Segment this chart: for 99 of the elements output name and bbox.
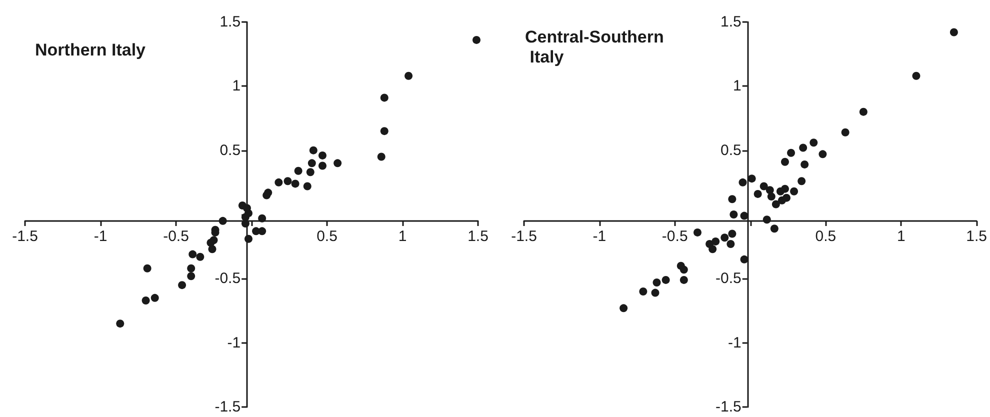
point xyxy=(720,234,729,242)
x-tick-label: 1.5 xyxy=(468,228,488,245)
point xyxy=(762,216,771,224)
y-tick-label: -1 xyxy=(227,334,241,352)
point xyxy=(662,276,670,284)
point xyxy=(912,72,920,80)
point xyxy=(652,278,661,287)
point xyxy=(950,28,958,36)
point xyxy=(262,191,271,200)
point xyxy=(651,288,660,297)
point xyxy=(770,224,778,233)
point xyxy=(728,195,736,204)
point xyxy=(274,178,283,186)
point xyxy=(150,294,159,302)
point xyxy=(116,320,124,328)
x-tick-label: -1 xyxy=(592,228,606,245)
point xyxy=(208,245,216,254)
point xyxy=(291,180,300,188)
point xyxy=(680,266,688,274)
text: Northern Italy xyxy=(35,40,146,60)
point xyxy=(318,151,326,160)
point xyxy=(730,210,738,218)
point xyxy=(188,250,197,258)
point xyxy=(303,182,312,190)
x-tick-label: -1.5 xyxy=(511,228,537,245)
point xyxy=(143,264,152,272)
point xyxy=(142,296,150,304)
point xyxy=(740,212,748,220)
point xyxy=(187,264,196,272)
point xyxy=(377,152,386,161)
point xyxy=(308,159,316,168)
point xyxy=(728,230,736,238)
point xyxy=(766,186,774,194)
point xyxy=(404,72,413,80)
point xyxy=(306,168,314,176)
point xyxy=(787,148,796,157)
point xyxy=(218,216,227,225)
point xyxy=(799,144,808,152)
point xyxy=(680,276,688,284)
point xyxy=(810,138,818,147)
x-tick-label: -1.5 xyxy=(12,228,38,245)
x-tick-label: 1 xyxy=(896,228,906,245)
point xyxy=(380,127,388,136)
point xyxy=(859,108,868,116)
point xyxy=(196,252,204,261)
point xyxy=(309,146,318,154)
point xyxy=(639,288,648,296)
point xyxy=(760,182,768,190)
point xyxy=(708,245,717,254)
point xyxy=(818,150,827,158)
point xyxy=(780,158,789,166)
point xyxy=(712,237,720,246)
x-tick-label: -0.5 xyxy=(662,228,688,245)
y-tick-label: -0.5 xyxy=(716,270,742,288)
point xyxy=(294,166,302,175)
text: Central-Southern Italy xyxy=(525,28,664,66)
point xyxy=(778,196,786,204)
point xyxy=(726,240,735,248)
point xyxy=(258,214,266,222)
point xyxy=(841,128,850,136)
point xyxy=(334,159,342,168)
y-tick-label: -0.5 xyxy=(214,270,241,288)
point xyxy=(738,178,747,186)
y-tick-label: 0.5 xyxy=(220,142,241,159)
point xyxy=(772,200,780,208)
point xyxy=(241,213,250,222)
point xyxy=(693,228,702,236)
point xyxy=(767,192,776,201)
y-tick-label: -1.5 xyxy=(716,398,742,416)
x-tick-label: 0.5 xyxy=(316,228,338,245)
point xyxy=(241,219,250,228)
point xyxy=(800,160,809,168)
point xyxy=(187,272,196,280)
point xyxy=(776,187,784,196)
y-tick-label: -1 xyxy=(728,334,742,352)
point xyxy=(748,174,756,183)
point xyxy=(754,190,762,198)
y-tick-label: 1 xyxy=(733,78,742,95)
point xyxy=(244,234,252,243)
point xyxy=(790,187,798,196)
y-tick-label: 0.5 xyxy=(720,142,742,159)
point xyxy=(740,255,748,264)
y-tick-label: 1 xyxy=(232,78,241,95)
x-tick-label: 1 xyxy=(398,228,407,245)
point xyxy=(620,304,628,312)
y-tick-label: 1.5 xyxy=(720,14,742,30)
y-tick-label: 1.5 xyxy=(220,14,241,30)
x-tick-label: -1 xyxy=(94,228,108,245)
x-tick-label: 0.5 xyxy=(815,228,836,245)
x-tick-label: 1.5 xyxy=(966,228,988,245)
point xyxy=(380,94,388,102)
point xyxy=(318,162,326,170)
point xyxy=(798,177,806,186)
x-tick-label: -0.5 xyxy=(163,228,189,245)
point xyxy=(178,281,186,290)
y-tick-label: -1.5 xyxy=(214,398,241,416)
point xyxy=(472,36,480,44)
point xyxy=(252,227,260,236)
point xyxy=(284,177,292,186)
